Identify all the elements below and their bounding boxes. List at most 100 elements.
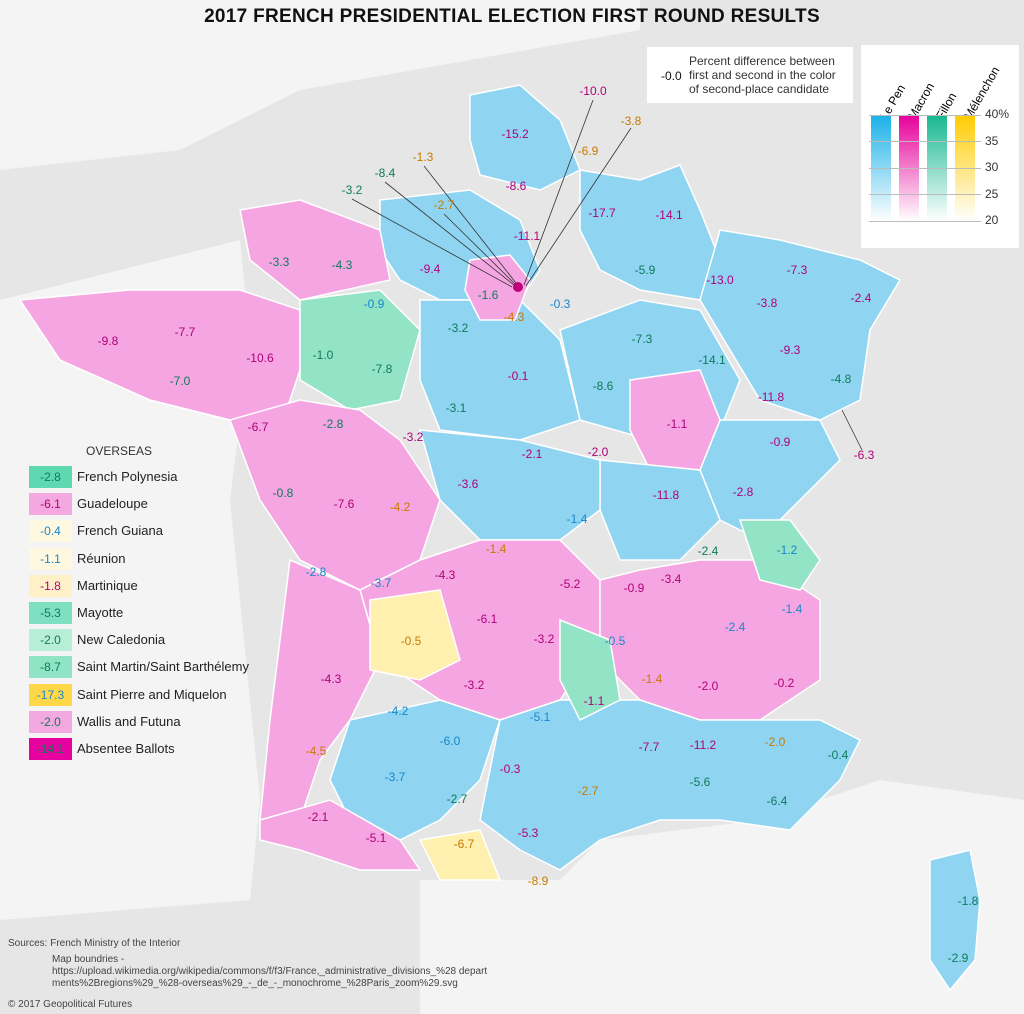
department-label: -2.9 <box>948 951 969 965</box>
department-label: -11.1 <box>514 229 541 243</box>
leader-line <box>384 181 515 286</box>
leader-line <box>525 127 632 287</box>
department-label: -4.2 <box>390 500 411 514</box>
department-label: -2.0 <box>698 679 719 693</box>
overseas-name: New Caledonia <box>77 632 166 648</box>
department-label: -9.3 <box>780 343 801 357</box>
department-label: -4.3 <box>332 258 353 272</box>
overseas-name: Wallis and Futuna <box>77 713 181 729</box>
department-label: -3.8 <box>621 114 642 128</box>
department-label: -3.7 <box>385 770 406 784</box>
department-label: -0.8 <box>273 486 294 500</box>
department-label: -17.7 <box>588 206 616 220</box>
department-label: -4.5 <box>306 744 327 758</box>
leader-line <box>443 213 516 285</box>
sources-label: Sources: French Ministry of the Interior <box>8 938 181 949</box>
department-label: -3.1 <box>446 401 467 415</box>
color-scale: Le Pen Macron Fillon Mélenchon 40% 35 30… <box>861 45 1019 248</box>
overseas-name: Saint Martin/Saint Barthélemy <box>77 659 249 675</box>
department-label: -0.9 <box>624 581 645 595</box>
overseas-name: Mayotte <box>77 605 124 620</box>
department-label: -13.0 <box>706 273 734 287</box>
department-label: -0.9 <box>364 297 385 311</box>
department-label: -2.7 <box>578 784 599 798</box>
overseas-value: -5.3 <box>29 602 72 624</box>
department-label: -14.1 <box>698 353 726 367</box>
department-label: -2.7 <box>434 198 455 212</box>
department-label: -2.4 <box>698 544 719 558</box>
overseas-value: -1.8 <box>29 574 72 597</box>
department-label: -6.0 <box>440 734 461 748</box>
region-lepen <box>479 699 862 871</box>
key-example-value: -0.0 <box>661 69 682 83</box>
overseas-name: Saint Pierre and Miquelon <box>77 686 227 702</box>
region-lepen <box>419 299 581 441</box>
department-label: -5.6 <box>690 775 711 789</box>
department-label: -1.1 <box>667 417 688 431</box>
overseas-name: Réunion <box>77 550 126 566</box>
department-label: -0.5 <box>401 634 422 648</box>
department-label: -8.9 <box>528 874 549 888</box>
department-label: -1.0 <box>313 348 334 362</box>
department-label: -2.0 <box>765 735 786 749</box>
paris-marker <box>513 282 523 292</box>
overseas-name: Absentee Ballots <box>77 741 175 756</box>
region-lepen <box>929 849 981 992</box>
map-labels: -15.2 -6.9 -10.0 -3.8 -1.3 -8.4 -3.2 -2.7 -8.6 -1… <box>98 84 979 965</box>
region-melenchon <box>369 589 461 681</box>
department-label: -3.2 <box>342 183 363 197</box>
overseas-value: -17.3 <box>29 683 72 706</box>
region-fillon <box>299 289 421 411</box>
key-box: -0.0 Percent difference between first an… <box>647 47 853 103</box>
department-label: -2.7 <box>447 792 468 806</box>
scale-line <box>869 194 981 195</box>
scale-tick: 35 <box>985 134 999 148</box>
department-label: -3.4 <box>661 572 682 586</box>
department-label: -10.6 <box>246 351 274 365</box>
department-label: -6.3 <box>854 448 875 462</box>
region-lepen <box>469 84 581 191</box>
department-label: -3.2 <box>464 678 485 692</box>
department-label: -6.7 <box>248 420 269 434</box>
overseas-name: Martinique <box>77 577 138 593</box>
overseas-name: Guadeloupe <box>77 496 148 512</box>
department-label: -6.7 <box>454 837 475 851</box>
department-label: -4.3 <box>504 310 525 324</box>
department-label: -3.6 <box>458 477 479 491</box>
map-source: Map boundries - https://upload.wikimedia… <box>52 954 492 990</box>
sea-south <box>420 780 1024 1014</box>
department-label: -6.4 <box>767 794 788 808</box>
leader-lines <box>351 99 863 451</box>
department-label: -3.2 <box>403 430 424 444</box>
overseas-value: -2.8 <box>29 466 72 488</box>
department-label: -7.3 <box>787 263 808 277</box>
region-macron <box>259 799 422 871</box>
region-lepen <box>699 229 902 421</box>
overseas-value: -1.1 <box>29 547 72 570</box>
department-label: -4.3 <box>435 568 456 582</box>
department-label: -2.1 <box>308 810 329 824</box>
department-label: -2.8 <box>323 417 344 431</box>
department-label: -5.9 <box>635 263 656 277</box>
department-label: -8.6 <box>593 379 614 393</box>
regions-layer <box>18 84 981 992</box>
department-label: -0.1 <box>508 369 529 383</box>
leader-line <box>841 409 863 451</box>
department-label: -10.0 <box>579 84 607 98</box>
department-label: -7.8 <box>372 362 393 376</box>
department-label: -7.7 <box>639 740 660 754</box>
department-label: -6.1 <box>477 612 498 626</box>
department-label: -4.8 <box>831 372 852 386</box>
department-label: -9.4 <box>420 262 441 276</box>
department-label: -7.0 <box>170 374 191 388</box>
department-label: -9.8 <box>98 334 119 348</box>
overseas-name: French Guiana <box>77 523 163 539</box>
department-label: -14.1 <box>655 208 683 222</box>
region-melenchon <box>418 829 502 881</box>
department-label: -11.8 <box>653 488 680 502</box>
overseas-value: -6.1 <box>29 493 72 516</box>
scale-line <box>869 141 981 142</box>
department-label: -1.8 <box>958 894 979 908</box>
region-macron <box>229 399 441 591</box>
